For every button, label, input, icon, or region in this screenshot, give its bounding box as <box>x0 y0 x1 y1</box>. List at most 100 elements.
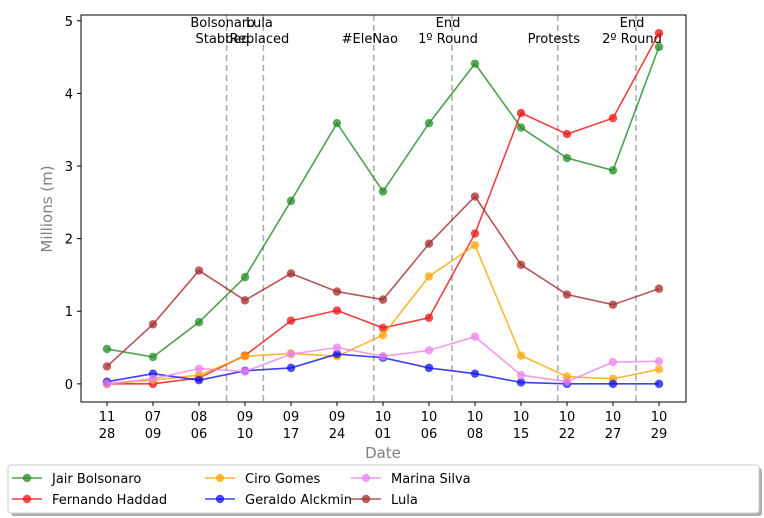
data-point-marina-silva <box>562 377 572 386</box>
x-tick-label-top: 09 <box>283 410 300 425</box>
data-point-ciro-gomes <box>240 352 250 361</box>
data-point-jair-bolsonaro <box>378 187 388 196</box>
x-tick-label-top: 08 <box>191 410 208 425</box>
data-point-fernando-haddad <box>654 28 664 38</box>
data-point-marina-silva <box>148 374 158 383</box>
data-point-jair-bolsonaro <box>148 352 158 362</box>
data-point-marina-silva <box>516 370 526 380</box>
y-tick-label: 2 <box>65 233 73 248</box>
x-axis-label: Date <box>365 444 401 462</box>
x-tick-label-bottom: 15 <box>513 427 530 442</box>
y-axis-label: Millions (m) <box>38 165 56 252</box>
x-tick-label-bottom: 06 <box>191 427 208 442</box>
data-point-geraldo-alckmin <box>470 369 480 378</box>
event-annotation: 2º Round <box>602 32 662 47</box>
x-tick-label-bottom: 17 <box>283 427 300 442</box>
x-tick-label-top: 09 <box>329 410 346 425</box>
event-annotation: Replaced <box>230 32 290 47</box>
data-point-ciro-gomes <box>654 365 664 374</box>
x-tick-label-top: 10 <box>605 410 622 425</box>
data-point-geraldo-alckmin <box>332 349 342 359</box>
data-point-jair-bolsonaro <box>286 196 296 206</box>
data-point-fernando-haddad <box>516 108 526 118</box>
y-tick-label: 0 <box>65 378 73 393</box>
legend: Jair Bolsonaro Fernando Haddad Ciro Gomes G… <box>7 464 762 516</box>
x-tick-label-top: 07 <box>145 410 162 425</box>
x-tick-label-bottom: 28 <box>99 427 116 442</box>
legend-marker-marina-silva <box>361 473 371 483</box>
data-point-lula <box>194 266 204 275</box>
x-tick-label-bottom: 01 <box>375 427 392 442</box>
data-point-lula <box>424 239 434 248</box>
data-point-marina-silva <box>332 343 342 352</box>
data-point-marina-silva <box>378 352 388 361</box>
data-point-lula <box>102 362 112 371</box>
series-layer <box>102 28 664 389</box>
data-point-marina-silva <box>286 349 296 359</box>
data-point-lula <box>378 295 388 304</box>
x-tick-label-top: 10 <box>421 410 438 425</box>
y-tick-label: 5 <box>65 15 73 30</box>
data-point-jair-bolsonaro <box>516 123 526 132</box>
data-point-geraldo-alckmin <box>608 379 618 389</box>
data-point-fernando-haddad <box>424 313 434 322</box>
x-tick-label-bottom: 22 <box>559 427 576 442</box>
data-point-geraldo-alckmin <box>654 379 664 389</box>
x-axis: 11 28 07 09 08 06 09 10 09 17 09 24 10 01 10 06 10 08 10 15… <box>99 402 668 442</box>
data-point-jair-bolsonaro <box>562 153 572 163</box>
legend-label-lula: Lula <box>391 493 418 508</box>
data-point-fernando-haddad <box>562 129 572 139</box>
x-tick-label-bottom: 27 <box>605 427 622 442</box>
event-annotation: Bolsonaro <box>190 16 254 31</box>
data-point-geraldo-alckmin <box>424 363 434 373</box>
legend-marker-geraldo-alckmin <box>215 494 225 504</box>
legend-label-fernando-haddad: Fernando Haddad <box>52 493 167 508</box>
data-point-lula <box>608 300 618 309</box>
data-point-lula <box>470 192 480 201</box>
data-point-geraldo-alckmin <box>194 376 204 385</box>
data-point-marina-silva <box>424 346 434 355</box>
legend-marker-lula <box>361 494 371 504</box>
data-point-ciro-gomes <box>424 272 434 281</box>
x-tick-label-bottom: 24 <box>329 427 346 442</box>
data-point-marina-silva <box>470 332 480 341</box>
data-point-jair-bolsonaro <box>654 42 664 52</box>
y-tick-label: 1 <box>65 305 73 320</box>
x-tick-label-top: 10 <box>559 410 576 425</box>
data-point-fernando-haddad <box>332 306 342 315</box>
event-annotation: #EleNao <box>342 32 398 47</box>
data-point-lula <box>286 269 296 278</box>
legend-marker-fernando-haddad <box>22 494 32 504</box>
x-tick-label-top: 10 <box>467 410 484 425</box>
legend-label-jair-bolsonaro: Jair Bolsonaro <box>51 472 141 487</box>
data-point-marina-silva <box>194 364 204 373</box>
data-point-ciro-gomes <box>516 351 526 360</box>
data-point-lula <box>332 287 342 296</box>
x-tick-label-bottom: 10 <box>237 427 254 442</box>
data-point-jair-bolsonaro <box>608 166 618 175</box>
x-tick-label-top: 11 <box>99 410 116 425</box>
data-point-jair-bolsonaro <box>194 317 204 327</box>
data-point-geraldo-alckmin <box>286 363 296 373</box>
data-point-jair-bolsonaro <box>332 118 342 128</box>
data-point-ciro-gomes <box>470 240 480 250</box>
x-tick-label-top: 10 <box>651 410 668 425</box>
data-point-fernando-haddad <box>608 113 618 123</box>
event-annotation: 1º Round <box>418 32 478 47</box>
x-tick-label-bottom: 09 <box>145 427 162 442</box>
event-annotation: Stabbed <box>196 32 250 47</box>
legend-label-marina-silva: Marina Silva <box>391 472 471 487</box>
data-point-geraldo-alckmin <box>516 378 526 387</box>
data-point-jair-bolsonaro <box>424 118 434 128</box>
data-point-lula <box>240 296 250 305</box>
event-annotation: Lula <box>246 16 273 31</box>
y-tick-label: 4 <box>65 87 73 102</box>
data-point-jair-bolsonaro <box>102 344 112 354</box>
data-point-marina-silva <box>102 379 112 389</box>
y-axis: 0 1 2 3 4 5 <box>65 15 81 393</box>
data-point-lula <box>516 260 526 269</box>
data-point-lula <box>654 284 664 293</box>
x-tick-label-top: 09 <box>237 410 254 425</box>
x-tick-label-top: 10 <box>513 410 530 425</box>
